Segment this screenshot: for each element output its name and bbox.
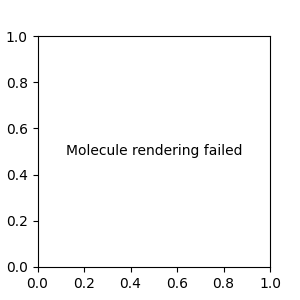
Text: Molecule rendering failed: Molecule rendering failed xyxy=(65,145,242,158)
